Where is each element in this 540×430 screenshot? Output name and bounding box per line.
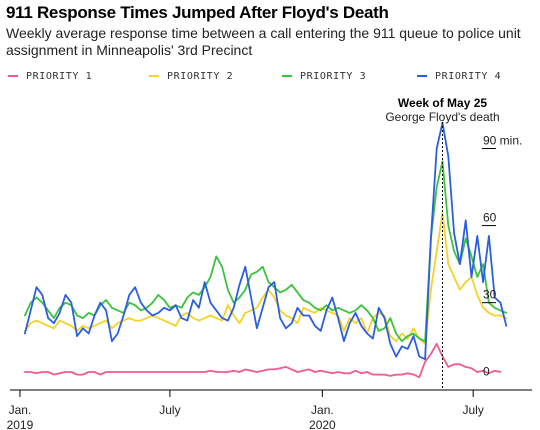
legend: PRIORITY 1 PRIORITY 2 PRIORITY 3 PRIORIT… — [8, 68, 538, 84]
x-tick-label: July — [462, 403, 483, 417]
y-tick: 90 min. — [482, 134, 522, 150]
series-line-priority-4 — [23, 121, 508, 361]
legend-swatch-priority-2 — [149, 75, 159, 77]
y-tick-label: 60 — [483, 211, 497, 225]
legend-item-priority-3: PRIORITY 3 — [282, 68, 366, 84]
x-tick: Jan.2020 — [309, 390, 336, 430]
x-tick-year-label: 2020 — [309, 418, 336, 430]
y-tick-label: 0 — [483, 365, 490, 379]
x-tick-label: Jan. — [311, 403, 334, 417]
annotation-subtitle: George Floyd's death — [385, 110, 499, 124]
x-tick-year-label: 2019 — [7, 418, 34, 430]
y-tick-label: 90 min. — [483, 134, 522, 148]
legend-label-priority-4: PRIORITY 4 — [435, 70, 502, 82]
x-tick: July — [462, 390, 484, 417]
legend-swatch-priority-4 — [417, 75, 427, 77]
y-tick: 30 — [482, 288, 497, 304]
legend-item-priority-4: PRIORITY 4 — [417, 68, 501, 84]
legend-item-priority-1: PRIORITY 1 — [8, 68, 92, 84]
legend-label-priority-3: PRIORITY 3 — [300, 70, 367, 82]
annotation-title: Week of May 25 — [398, 96, 487, 110]
legend-label-priority-1: PRIORITY 1 — [26, 70, 93, 82]
legend-label-priority-2: PRIORITY 2 — [167, 70, 234, 82]
legend-swatch-priority-1 — [8, 75, 18, 77]
legend-swatch-priority-3 — [282, 75, 292, 77]
x-tick: Jan.2019 — [7, 390, 34, 430]
series-line-priority-2 — [23, 211, 508, 345]
x-tick-label: July — [159, 403, 180, 417]
x-tick-label: Jan. — [9, 403, 32, 417]
y-tick: 60 — [482, 211, 497, 227]
chart-subtitle: Weekly average response time between a c… — [6, 25, 521, 58]
legend-item-priority-2: PRIORITY 2 — [149, 68, 233, 84]
chart-title: 911 Response Times Jumped After Floyd's … — [6, 3, 389, 22]
y-axis-ticks: 0 30 60 90 min. — [482, 134, 522, 379]
y-tick: 0 — [483, 365, 490, 379]
y-tick-label: 30 — [483, 288, 497, 302]
series-layer — [23, 121, 508, 379]
series-line-priority-1 — [23, 342, 502, 379]
x-tick: July — [159, 390, 181, 417]
